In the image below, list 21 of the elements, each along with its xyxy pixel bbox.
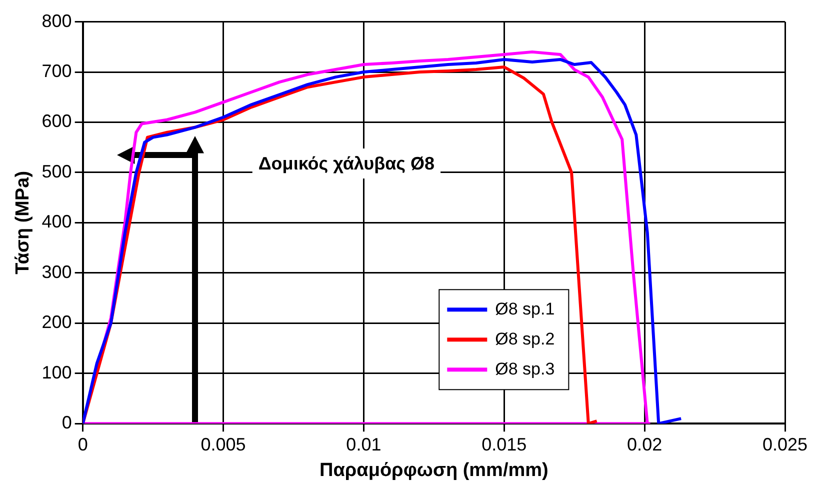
- y-tick-label: 800: [42, 10, 72, 31]
- y-tick-label: 0: [62, 412, 72, 433]
- x-tick-label: 0.01: [346, 434, 382, 454]
- x-tick-label: 0.015: [482, 434, 527, 454]
- legend-label: Ø8 sp.2: [495, 329, 555, 348]
- x-tick-label: 0: [78, 434, 88, 454]
- legend-label: Ø8 sp.1: [495, 299, 555, 318]
- x-axis-title: Παραμόρφωση (mm/mm): [319, 460, 548, 481]
- x-tick-label: 0.02: [627, 434, 662, 454]
- y-tick-label: 600: [42, 111, 72, 132]
- y-tick-label: 500: [42, 161, 72, 182]
- y-tick-label: 200: [42, 312, 72, 332]
- y-tick-label: 300: [42, 262, 72, 282]
- y-axis-title: Τάση (MPa): [12, 170, 34, 274]
- y-tick-label: 100: [42, 362, 72, 382]
- x-tick-label: 0.025: [762, 434, 808, 454]
- y-tick-label: 700: [42, 60, 72, 81]
- x-tick-label: 0.005: [200, 434, 246, 454]
- legend-label: Ø8 sp.3: [495, 359, 555, 378]
- y-tick-label: 400: [42, 212, 72, 232]
- annotation: Δομικός χάλυβας Ø8: [258, 153, 435, 174]
